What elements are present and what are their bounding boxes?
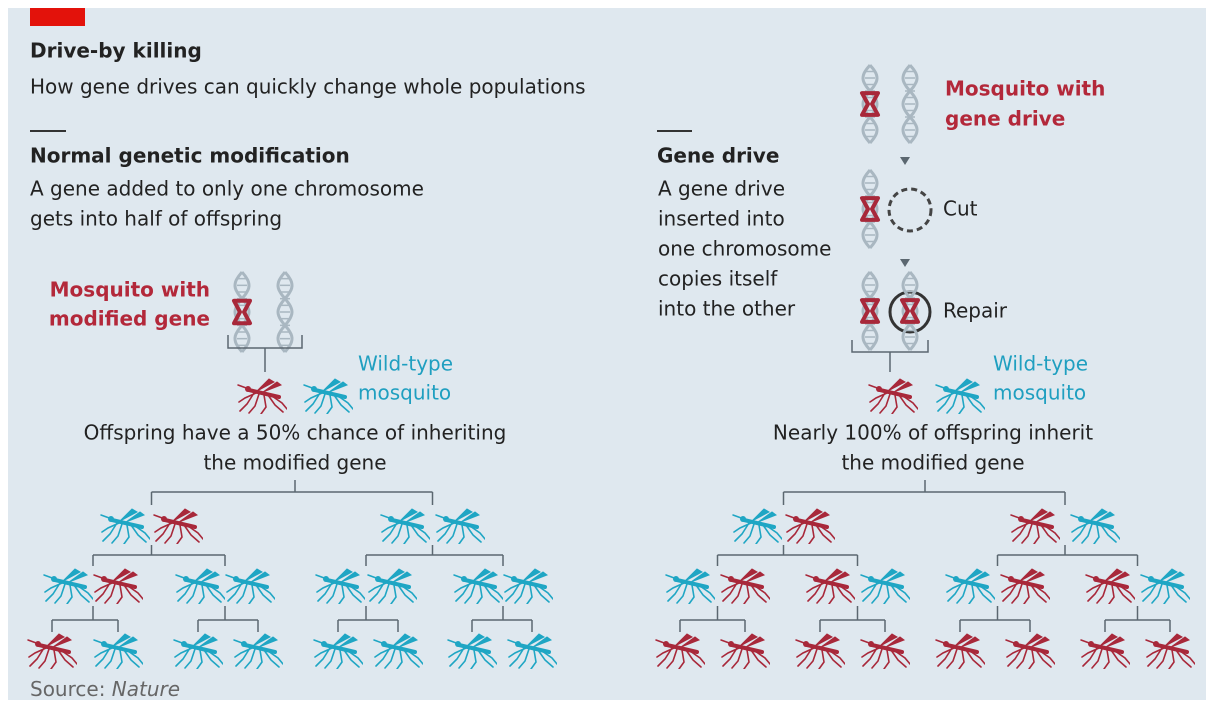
right-offspring-text: the modified gene xyxy=(841,451,1024,475)
right-parent-label: Mosquito with xyxy=(945,77,1105,101)
left-description: A gene added to only one chromosome xyxy=(30,177,424,201)
right-parent-label: gene drive xyxy=(945,107,1065,131)
right-wild-label: mosquito xyxy=(993,381,1086,405)
right-description: A gene drive xyxy=(658,177,785,201)
left-parent-label: modified gene xyxy=(49,307,210,331)
right-offspring-text: Nearly 100% of offspring inherit xyxy=(773,421,1093,445)
title: Drive-by killing xyxy=(30,39,202,63)
left-parent-label: Mosquito with xyxy=(50,278,210,302)
left-wild-label: mosquito xyxy=(358,381,451,405)
left-wild-label: Wild-type xyxy=(358,352,453,376)
right-description: one chromosome xyxy=(658,237,831,261)
right-heading: Gene drive xyxy=(657,144,779,168)
step-label: Cut xyxy=(943,197,978,221)
right-description: copies itself xyxy=(658,267,778,291)
step-label: Repair xyxy=(943,299,1008,323)
right-description: inserted into xyxy=(658,207,785,231)
left-heading: Normal genetic modification xyxy=(30,144,350,168)
source: Source: Nature xyxy=(30,677,180,701)
right-wild-label: Wild-type xyxy=(993,352,1088,376)
subtitle: How gene drives can quickly change whole… xyxy=(30,75,586,99)
tag xyxy=(30,8,85,26)
left-offspring-text: Offspring have a 50% chance of inheritin… xyxy=(84,421,507,445)
left-offspring-text: the modified gene xyxy=(203,451,386,475)
source-label: Source: xyxy=(30,677,105,701)
right-description: into the other xyxy=(658,297,796,321)
infographic: Drive-by killing How gene drives can qui… xyxy=(0,0,1212,706)
left-description: gets into half of offspring xyxy=(30,207,282,231)
source-name: Nature xyxy=(112,677,180,701)
